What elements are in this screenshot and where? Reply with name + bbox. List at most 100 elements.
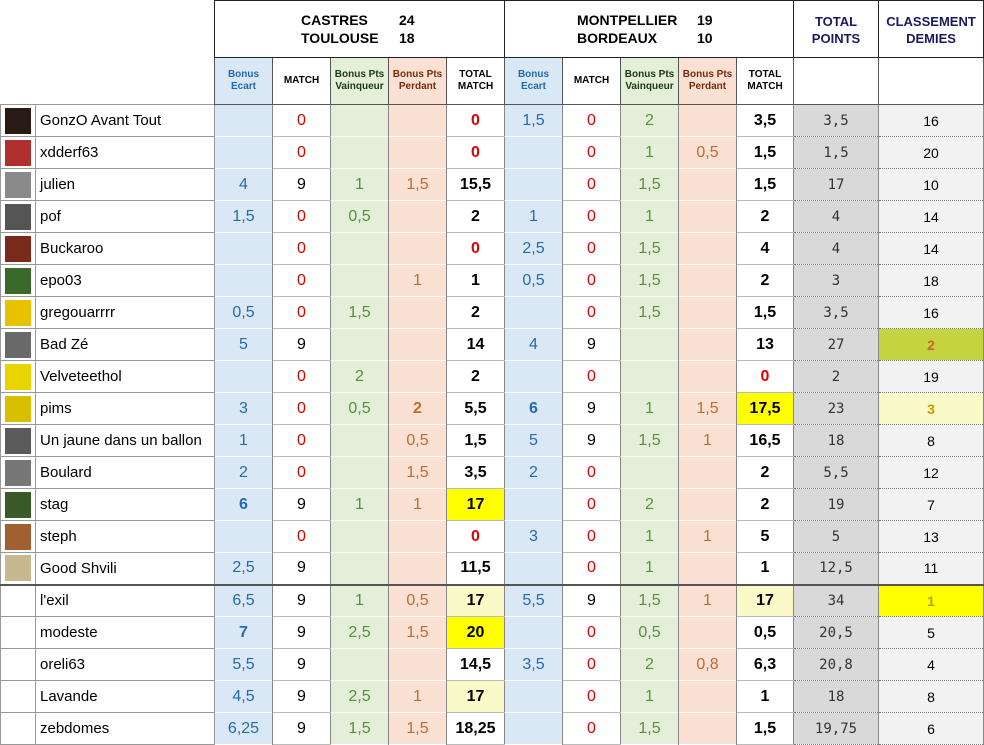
m1-total-match-cell: 3,5 bbox=[446, 456, 505, 489]
column-header-row: Bonus Ecart MATCH Bonus Pts Vainqueur Bonus… bbox=[1, 57, 984, 105]
table-row: julien 4 9 1 1,5 15,5 0 1,5 1,5 17 10 bbox=[0, 168, 984, 201]
m2-total-match-cell: 1 bbox=[736, 680, 794, 713]
classement-cell: 19 bbox=[878, 360, 984, 393]
total-points-cell: 20,5 bbox=[793, 616, 879, 649]
match1-header: CASTRES 24 TOULOUSE 18 bbox=[214, 0, 505, 58]
m1-match-cell: 9 bbox=[272, 616, 331, 649]
m1-bonus-pts-perdant-cell bbox=[388, 360, 447, 393]
classement-cell: 8 bbox=[878, 680, 984, 713]
m2-bonus-pts-vainqueur-header: Bonus Pts Vainqueur bbox=[620, 57, 679, 105]
m2-total-match-cell: 3,5 bbox=[736, 104, 794, 137]
m1-bonus-ecart-cell: 4 bbox=[214, 168, 273, 201]
m2-total-match-cell: 2 bbox=[736, 200, 794, 233]
m2-bonus-pts-perdant-cell: 0,8 bbox=[678, 648, 737, 681]
total-points-cell: 1,5 bbox=[793, 136, 879, 169]
player-name: Lavande bbox=[35, 680, 215, 713]
m1-bonus-pts-vainqueur-cell bbox=[330, 328, 389, 361]
avatar bbox=[5, 171, 31, 198]
m2-bonus-ecart-cell: 1,5 bbox=[504, 104, 563, 137]
avatar bbox=[5, 107, 31, 134]
player-name: xdderf63 bbox=[35, 136, 215, 169]
m1-match-cell: 9 bbox=[272, 328, 331, 361]
m1-bonus-pts-perdant-cell: 2 bbox=[388, 392, 447, 425]
m1-total-match-cell: 0 bbox=[446, 136, 505, 169]
m1-total-match-cell: 0 bbox=[446, 104, 505, 137]
match1-team2: TOULOUSE bbox=[301, 30, 379, 46]
m1-bonus-pts-perdant-cell bbox=[388, 648, 447, 681]
m1-bonus-ecart-cell bbox=[214, 520, 273, 553]
avatar bbox=[5, 491, 31, 518]
m1-match-cell: 0 bbox=[272, 136, 331, 169]
avatar-cell bbox=[0, 616, 36, 649]
avatar-cell bbox=[0, 712, 36, 745]
total-points-cell: 23 bbox=[793, 392, 879, 425]
m2-match-cell: 0 bbox=[562, 232, 621, 265]
table-row: stag 6 9 1 1 17 0 2 2 19 7 bbox=[0, 488, 984, 521]
m2-bonus-ecart-cell: 0,5 bbox=[504, 264, 563, 297]
table-row: Buckaroo 0 0 2,5 0 1,5 4 4 14 bbox=[0, 232, 984, 265]
m2-bonus-pts-perdant-cell: 1,5 bbox=[678, 392, 737, 425]
m1-match-cell: 0 bbox=[272, 232, 331, 265]
m1-match-header: MATCH bbox=[272, 57, 331, 105]
m2-bonus-ecart-cell: 3,5 bbox=[504, 648, 563, 681]
m2-bonus-pts-vainqueur-cell: 1 bbox=[620, 200, 679, 233]
m2-total-match-cell: 5 bbox=[736, 520, 794, 553]
m2-match-cell: 9 bbox=[562, 328, 621, 361]
m2-bonus-ecart-cell: 1 bbox=[504, 200, 563, 233]
m1-match-cell: 0 bbox=[272, 520, 331, 553]
avatar-cell bbox=[0, 264, 36, 297]
m1-total-match-cell: 20 bbox=[446, 616, 505, 649]
m1-bonus-pts-vainqueur-cell: 1,5 bbox=[330, 712, 389, 745]
avatar-cell bbox=[0, 328, 36, 361]
player-name: epo03 bbox=[35, 264, 215, 297]
m1-bonus-ecart-cell: 1 bbox=[214, 424, 273, 457]
m2-bonus-ecart-header: Bonus Ecart bbox=[504, 57, 563, 105]
m2-total-match-cell: 2 bbox=[736, 264, 794, 297]
classement-cell: 13 bbox=[878, 520, 984, 553]
table-row: Boulard 2 0 1,5 3,5 2 0 2 5,5 12 bbox=[0, 456, 984, 489]
m2-match-cell: 0 bbox=[562, 712, 621, 745]
total-points-cell: 3,5 bbox=[793, 296, 879, 329]
m2-bonus-ecart-cell bbox=[504, 168, 563, 201]
classement-cell: 12 bbox=[878, 456, 984, 489]
m1-bonus-pts-vainqueur-cell: 1 bbox=[330, 168, 389, 201]
classement-cell: 20 bbox=[878, 136, 984, 169]
total-points-cell: 18 bbox=[793, 680, 879, 713]
m1-bonus-ecart-cell: 2 bbox=[214, 456, 273, 489]
m2-bonus-pts-vainqueur-cell bbox=[620, 456, 679, 489]
player-name: Velveteethol bbox=[35, 360, 215, 393]
player-name: Bad Zé bbox=[35, 328, 215, 361]
player-name: oreli63 bbox=[35, 648, 215, 681]
total-points-cell: 34 bbox=[793, 583, 879, 617]
m1-match-cell: 0 bbox=[272, 360, 331, 393]
m2-match-header: MATCH bbox=[562, 57, 621, 105]
total-points-cell: 3,5 bbox=[793, 104, 879, 137]
m2-bonus-ecart-cell: 4 bbox=[504, 328, 563, 361]
avatar bbox=[5, 523, 31, 550]
m1-bonus-pts-vainqueur-cell bbox=[330, 232, 389, 265]
m2-total-match-cell: 1,5 bbox=[736, 296, 794, 329]
match1-team1: CASTRES bbox=[301, 12, 368, 28]
m1-bonus-pts-perdant-cell bbox=[388, 552, 447, 585]
m1-match-cell: 0 bbox=[272, 424, 331, 457]
m2-bonus-pts-perdant-cell bbox=[678, 552, 737, 585]
total-points-cell: 2 bbox=[793, 360, 879, 393]
m2-bonus-pts-perdant-cell bbox=[678, 104, 737, 137]
table-row: pof 1,5 0 0,5 2 1 0 1 2 4 14 bbox=[0, 200, 984, 233]
m2-total-match-cell: 17 bbox=[736, 583, 794, 617]
m1-total-match-cell: 15,5 bbox=[446, 168, 505, 201]
player-name: modeste bbox=[35, 616, 215, 649]
m2-total-match-cell: 17,5 bbox=[736, 392, 794, 425]
m2-bonus-ecart-cell bbox=[504, 680, 563, 713]
m1-bonus-pts-perdant-cell: 0,5 bbox=[388, 424, 447, 457]
m2-bonus-pts-perdant-cell bbox=[678, 456, 737, 489]
m1-bonus-pts-vainqueur-cell bbox=[330, 648, 389, 681]
m2-bonus-ecart-cell bbox=[504, 136, 563, 169]
table-row: pims 3 0 0,5 2 5,5 6 9 1 1,5 17,5 23 3 bbox=[0, 392, 984, 425]
m2-total-match-cell: 1,5 bbox=[736, 712, 794, 745]
m1-bonus-ecart-cell bbox=[214, 264, 273, 297]
avatar bbox=[5, 139, 31, 166]
player-name: Un jaune dans un ballon bbox=[35, 424, 215, 457]
m1-total-match-cell: 0 bbox=[446, 232, 505, 265]
